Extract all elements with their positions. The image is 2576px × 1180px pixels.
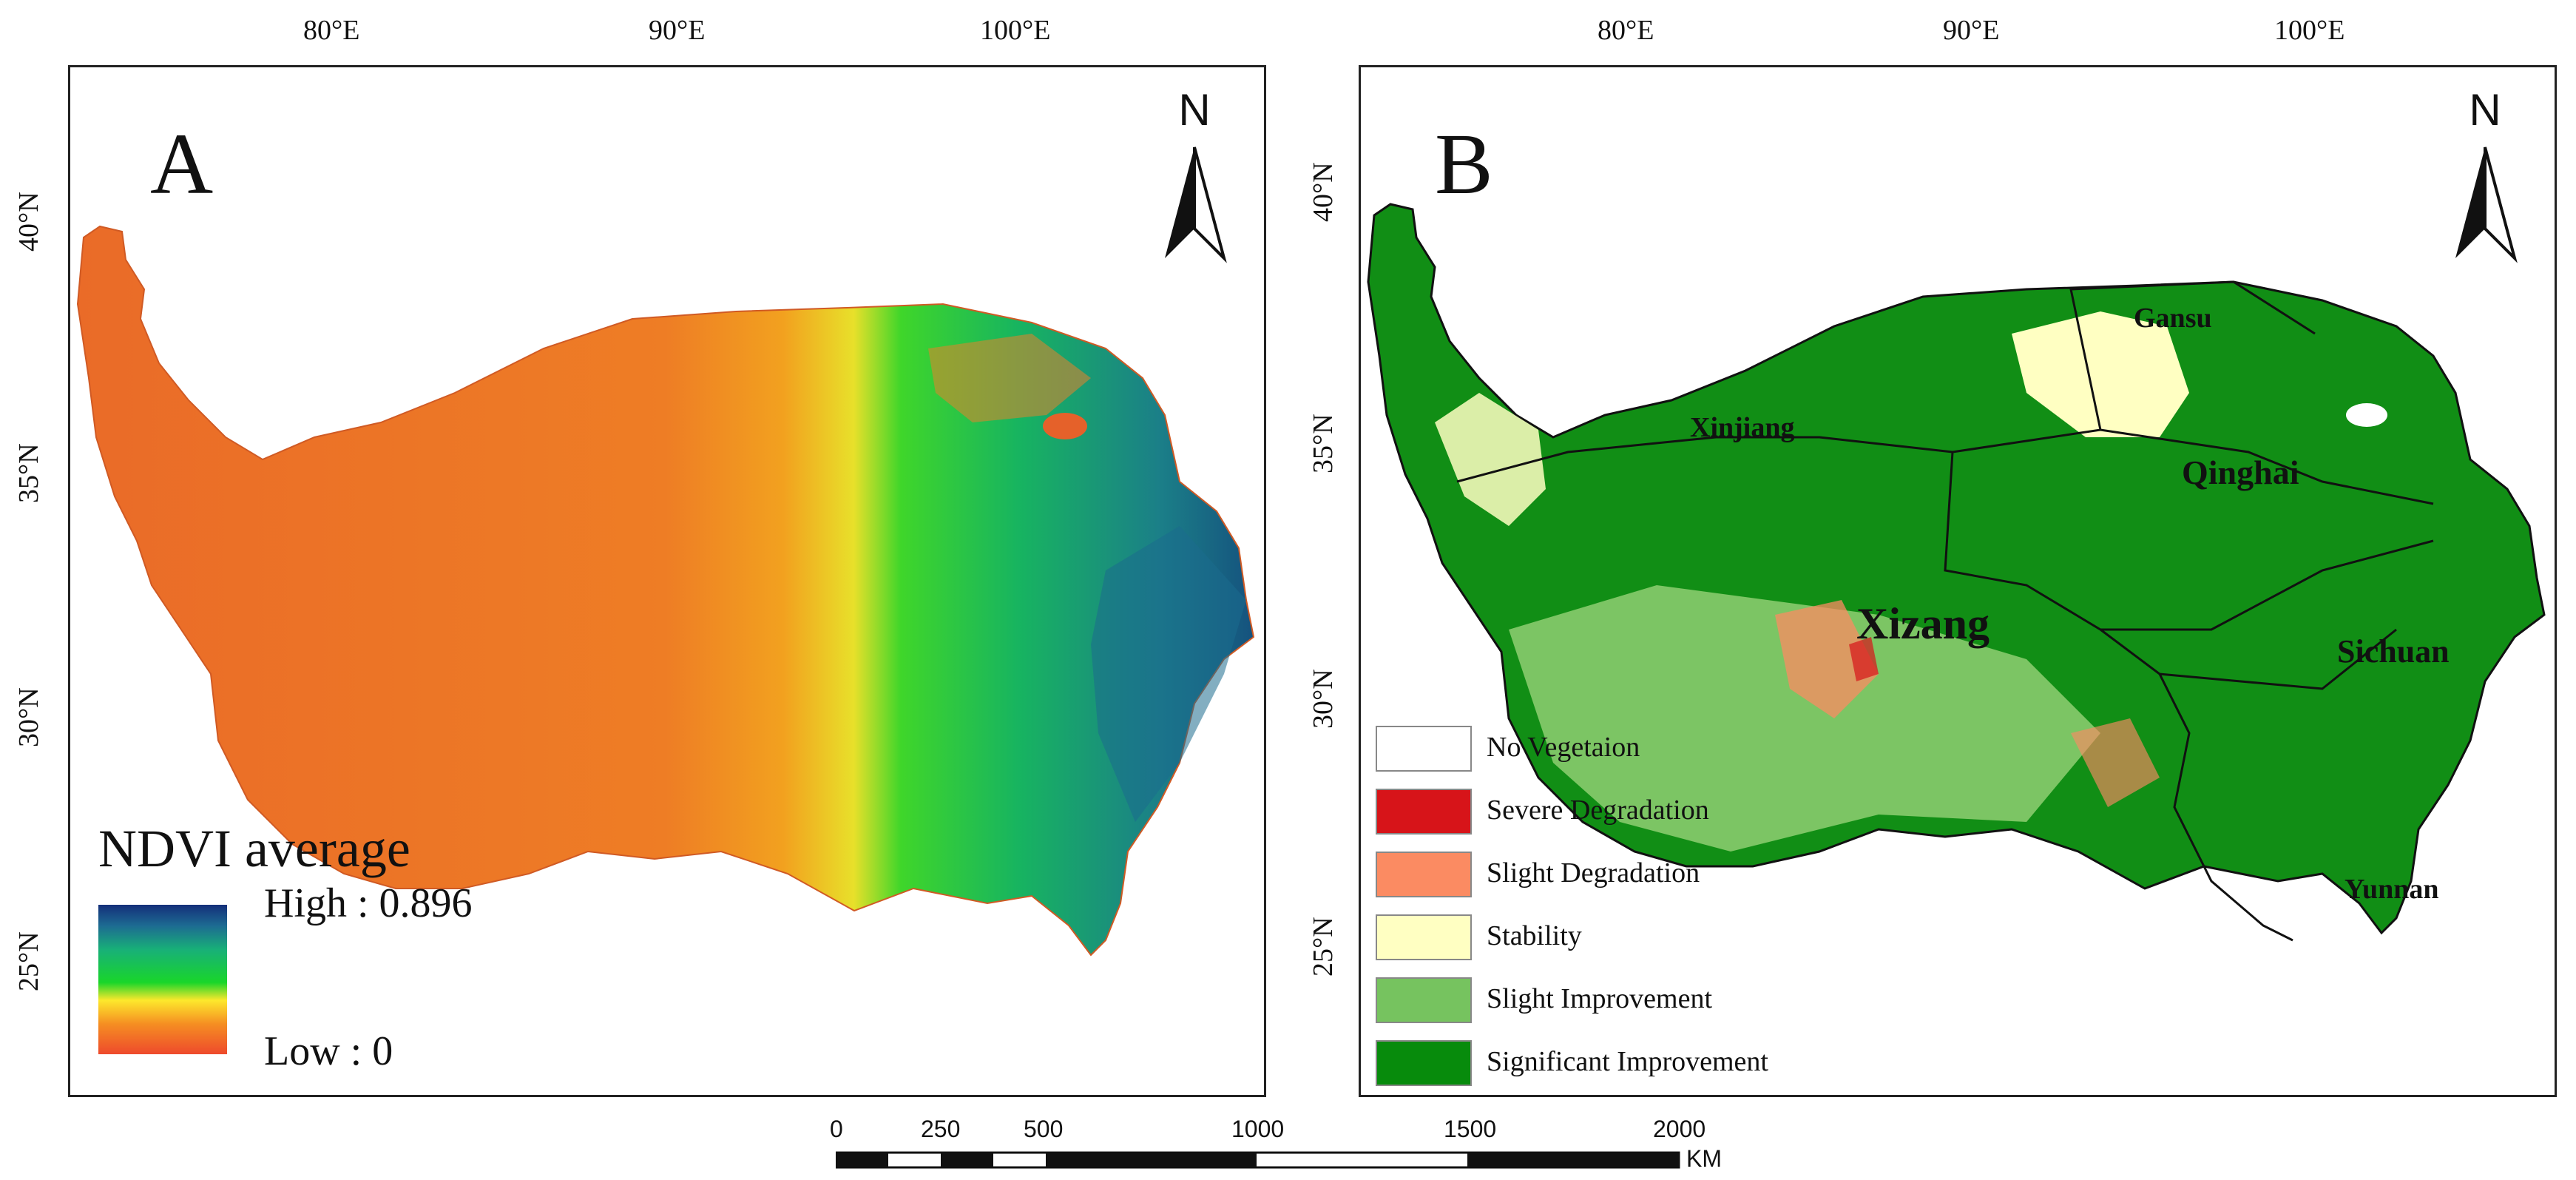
lon-label-100e-b: 100°E xyxy=(2274,15,2345,46)
lon-label-90e-a: 90°E xyxy=(649,15,706,46)
lon-label-100e-a: 100°E xyxy=(980,15,1051,46)
ndvi-map-svg xyxy=(76,225,1255,957)
lat-label-40n-a: 40°N xyxy=(13,192,44,252)
north-letter-b: N xyxy=(2469,85,2501,135)
lat-label-35n-b: 35°N xyxy=(1308,414,1339,473)
province-label-gansu: Gansu xyxy=(2134,303,2212,334)
legend-label: Stability xyxy=(1487,920,1582,951)
scale-tick-2000: 2000 xyxy=(1653,1116,1706,1142)
scale-bar: 0 250 500 1000 1500 2000 KM xyxy=(830,1116,1790,1172)
lon-label-80e-b: 80°E xyxy=(1598,15,1654,46)
province-label-qinghai: Qinghai xyxy=(2182,454,2299,491)
province-label-sichuan: Sichuan xyxy=(2337,633,2450,670)
legend-label: Significant Improvement xyxy=(1487,1046,1768,1077)
ndvi-legend-title: NDVI average xyxy=(98,819,410,878)
legend-label: No Vegetaion xyxy=(1487,732,1640,763)
province-label-xizang: Xizang xyxy=(1856,599,1990,648)
slight-improvement-south xyxy=(1509,585,2100,852)
ndvi-high-label: High : 0.896 xyxy=(264,880,473,926)
legend-swatch xyxy=(1376,726,1472,772)
north-letter-a: N xyxy=(1178,85,1211,135)
scale-unit: KM xyxy=(1686,1145,1722,1172)
qinghai-lake xyxy=(1043,413,1087,439)
ndvi-color-ramp xyxy=(98,905,227,1054)
southeast-forest xyxy=(1091,526,1246,822)
legend-swatch xyxy=(1376,852,1472,897)
qaidam-basin xyxy=(928,334,1091,422)
lat-label-40n-b: 40°N xyxy=(1308,162,1339,222)
north-arrow-icon xyxy=(1165,146,1227,263)
stability-area-west xyxy=(1435,393,1546,526)
legend-swatch xyxy=(1376,789,1472,835)
legend-label: Slight Degradation xyxy=(1487,857,1700,889)
north-arrow-a: N xyxy=(1150,88,1239,266)
north-arrow-b: N xyxy=(2441,88,2529,266)
legend-swatch xyxy=(1376,914,1472,960)
lat-label-25n-b: 25°N xyxy=(1308,917,1339,977)
lake-white xyxy=(2346,403,2387,427)
lat-label-25n-a: 25°N xyxy=(13,931,44,991)
panel-b-trend-map: B N Gansu Xinjiang Qinghai Xizang Sichua… xyxy=(1359,65,2557,1097)
ndvi-low-label: Low : 0 xyxy=(264,1028,393,1074)
lon-label-80e-a: 80°E xyxy=(303,15,360,46)
lat-label-30n-b: 30°N xyxy=(1308,669,1339,729)
lat-label-35n-a: 35°N xyxy=(13,443,44,503)
north-arrow-icon xyxy=(2455,146,2518,263)
lon-label-90e-b: 90°E xyxy=(1943,15,2000,46)
severe-degradation-area xyxy=(1849,637,1879,681)
slight-degradation-area-2 xyxy=(2071,718,2160,807)
trend-map-svg xyxy=(1367,203,2546,942)
stability-area-qaidam xyxy=(2012,311,2189,437)
province-label-yunnan: Yunnan xyxy=(2345,874,2439,905)
scale-tick-1500: 1500 xyxy=(1444,1116,1497,1142)
scale-tick-500: 500 xyxy=(1024,1116,1064,1142)
slight-degradation-area xyxy=(1775,600,1879,718)
legend-swatch xyxy=(1376,1040,1472,1086)
scale-bar-graphic xyxy=(836,1151,1680,1169)
province-label-xinjiang: Xinjiang xyxy=(1690,412,1795,443)
scale-tick-0: 0 xyxy=(830,1116,843,1142)
legend-swatch xyxy=(1376,977,1472,1023)
scale-tick-1000: 1000 xyxy=(1231,1116,1285,1142)
panel-label-a: A xyxy=(150,115,214,212)
panel-label-b: B xyxy=(1435,115,1493,212)
lat-label-30n-a: 30°N xyxy=(13,687,44,747)
province-boundaries xyxy=(1456,280,2434,942)
panel-a-ndvi-map: A N NDVI average High : 0.896 Low : 0 xyxy=(68,65,1266,1097)
scale-tick-250: 250 xyxy=(921,1116,961,1142)
legend-label: Severe Degradation xyxy=(1487,795,1709,826)
legend-label: Slight Improvement xyxy=(1487,983,1713,1014)
